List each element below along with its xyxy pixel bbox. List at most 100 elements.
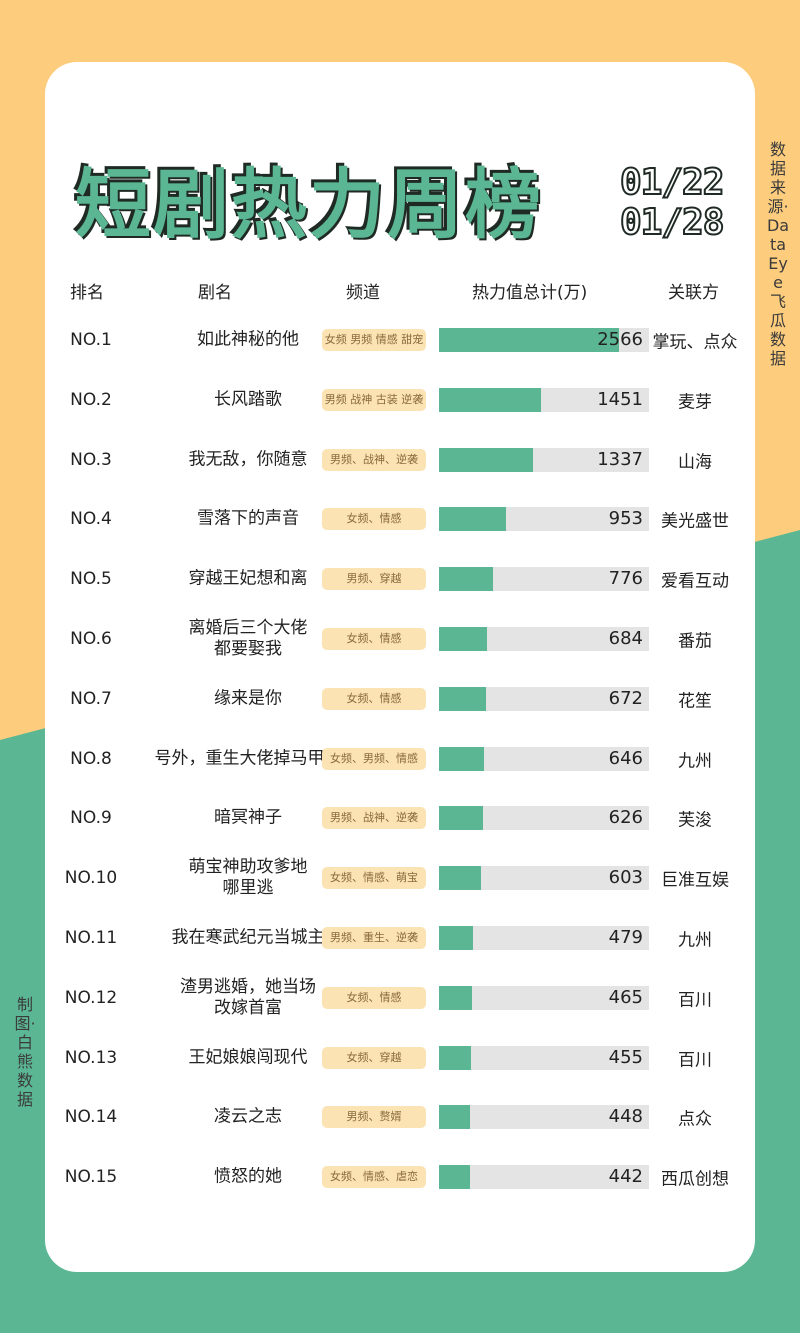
related-party: 爱看互动 [661, 571, 729, 592]
rank-label: NO.3 [70, 449, 112, 470]
heat-bar-track: 1337 [439, 447, 649, 472]
table-row: NO.4 雪落下的声音 女频、情感 953 美光盛世 [45, 489, 755, 549]
related-party: 百川 [678, 1050, 712, 1071]
channel-tag: 女频、情感、萌宝 [322, 867, 426, 890]
heat-bar-fill [439, 985, 472, 1010]
rank-label: NO.11 [64, 928, 118, 948]
heat-bar-fill [439, 567, 493, 592]
heat-value: 1337 [597, 448, 643, 470]
table-row: NO.3 我无敌，你随意 男频、战神、逆袭 1337 山海 [45, 430, 755, 490]
heat-value: 953 [608, 508, 643, 530]
heat-bar-fill [439, 926, 473, 950]
title-block: 短剧热力周榜 [75, 155, 543, 255]
channel-tag: 男频、战神、逆袭 [322, 448, 426, 471]
header-party: 关联方 [668, 283, 719, 303]
heat-bar-track: 465 [439, 985, 649, 1010]
heat-value: 2566 [597, 329, 643, 350]
heat-bar-fill [439, 387, 541, 412]
maker-note: 制图·白熊数据 [14, 995, 36, 1109]
heat-value: 442 [608, 1166, 643, 1188]
drama-name: 渣男逃婚，她当场 改嫁首富 [180, 976, 316, 1018]
drama-name: 穿越王妃想和离 [188, 568, 308, 589]
drama-name: 缘来是你 [214, 688, 282, 709]
rank-label: NO.14 [64, 1107, 118, 1128]
related-party: 九州 [678, 751, 712, 772]
heat-bar-fill [439, 1045, 471, 1070]
header-channel: 频道 [346, 283, 380, 303]
drama-name: 暗冥神子 [214, 807, 282, 828]
drama-name: 我无敌，你随意 [188, 449, 308, 470]
channel-tag: 女频、情感 [322, 986, 426, 1009]
heat-bar-fill [439, 866, 481, 891]
ranking-card [45, 62, 755, 1272]
table-row: NO.8 号外，重生大佬掉马甲了 女频、男频、情感 646 九州 [45, 729, 755, 789]
channel-tag: 女频、情感、虐恋 [322, 1166, 426, 1189]
heat-bar-track: 672 [439, 686, 649, 711]
channel-tag: 女频、情感 [322, 687, 426, 710]
drama-name: 长风踏歌 [214, 389, 282, 410]
rank-label: NO.13 [64, 1047, 118, 1068]
drama-name: 雪落下的声音 [197, 508, 299, 529]
table-row: NO.7 缘来是你 女频、情感 672 花笙 [45, 669, 755, 729]
related-party: 番茄 [678, 631, 712, 652]
rank-label: NO.5 [70, 569, 112, 590]
heat-value: 465 [608, 986, 643, 1008]
heat-value: 626 [608, 807, 643, 829]
channel-tag: 男频、穿越 [322, 568, 426, 591]
rank-label: NO.6 [70, 629, 112, 649]
heat-value: 448 [608, 1106, 643, 1128]
heat-bar-fill [439, 746, 484, 771]
heat-bar-track: 448 [439, 1105, 649, 1130]
heat-value: 603 [608, 867, 643, 889]
related-party: 点众 [678, 1109, 712, 1130]
channel-tag: 女频、穿越 [322, 1046, 426, 1069]
drama-name: 凌云之志 [214, 1106, 282, 1127]
drama-name: 我在寒武纪元当城主 [171, 927, 325, 948]
heat-value: 455 [608, 1046, 643, 1068]
heat-bar-track: 953 [439, 507, 649, 532]
rank-label: NO.1 [70, 330, 112, 350]
related-party: 芙浚 [678, 810, 712, 831]
heat-bar-fill [439, 1165, 470, 1190]
heat-bar-track: 442 [439, 1165, 649, 1190]
channel-tag: 女频、情感 [322, 628, 426, 650]
heat-bar-fill [439, 806, 483, 831]
related-party: 巨准互娱 [661, 870, 729, 891]
drama-name: 如此神秘的他 [197, 329, 299, 350]
heat-bar-fill [439, 328, 619, 352]
table-row: NO.5 穿越王妃想和离 男频、穿越 776 爱看互动 [45, 549, 755, 609]
date-start: 01/22 [619, 162, 725, 204]
drama-name: 愤怒的她 [214, 1166, 282, 1187]
rank-label: NO.7 [70, 688, 112, 709]
channel-tag: 男频 战神 古装 逆袭 [322, 388, 426, 411]
heat-value: 776 [608, 568, 643, 590]
channel-tag: 男频、战神、逆袭 [322, 807, 426, 830]
rank-label: NO.9 [70, 808, 112, 829]
drama-name: 号外，重生大佬掉马甲了 [154, 748, 342, 769]
header-rank: 排名 [70, 283, 104, 303]
heat-bar-track: 455 [439, 1045, 649, 1070]
date-end: 01/28 [619, 202, 725, 244]
channel-tag: 女频 男频 情感 甜宠 [322, 329, 426, 351]
heat-bar-track: 479 [439, 926, 649, 950]
channel-tag: 女频、情感 [322, 508, 426, 531]
heat-value: 684 [608, 628, 643, 649]
table-row: NO.13 王妃娘娘闯现代 女频、穿越 455 百川 [45, 1028, 755, 1088]
drama-name: 王妃娘娘闯现代 [188, 1047, 308, 1068]
related-party: 花笙 [678, 691, 712, 712]
table-row: NO.10 萌宝神助攻爹地 哪里逃 女频、情感、萌宝 603 巨准互娱 [45, 848, 755, 908]
heat-bar-track: 603 [439, 866, 649, 891]
rank-label: NO.10 [64, 868, 118, 889]
table-row: NO.14 凌云之志 男频、赘婿 448 点众 [45, 1087, 755, 1147]
rank-label: NO.2 [70, 389, 112, 410]
heat-bar-track: 776 [439, 567, 649, 592]
table-row: NO.9 暗冥神子 男频、战神、逆袭 626 芙浚 [45, 788, 755, 848]
drama-name: 离婚后三个大佬 都要娶我 [188, 618, 308, 659]
heat-value: 479 [608, 927, 643, 948]
header-name: 剧名 [198, 283, 232, 303]
related-party: 西瓜创想 [661, 1169, 729, 1190]
heat-bar-track: 684 [439, 627, 649, 651]
date-range: 01/22 01/28 [619, 162, 730, 244]
heat-bar-fill [439, 447, 533, 472]
table-row: NO.1 如此神秘的他 女频 男频 情感 甜宠 2566 掌玩、点众 [45, 310, 755, 370]
